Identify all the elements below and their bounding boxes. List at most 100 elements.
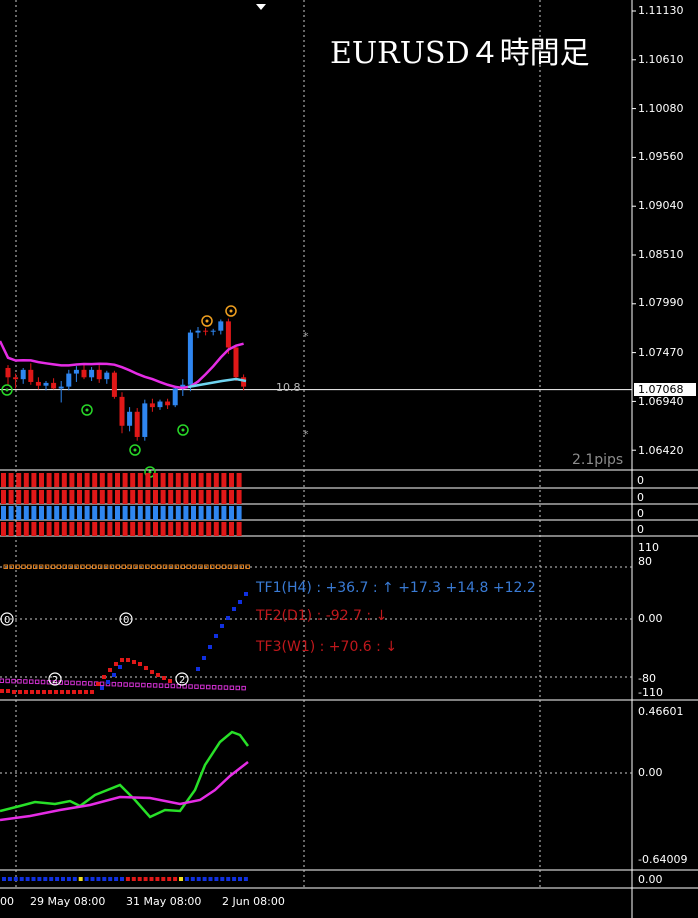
bar-cell — [168, 473, 174, 487]
bar-cell — [130, 522, 136, 536]
bar-cell — [122, 506, 128, 520]
osc-magenta-mark — [99, 681, 105, 687]
price-label: 1.08510 — [638, 248, 684, 261]
osc-magenta-mark — [11, 678, 16, 684]
signal-dot-cell — [66, 877, 71, 881]
candle-body — [203, 330, 209, 332]
bar-cell — [168, 506, 174, 520]
osc-blue-mark — [112, 673, 116, 677]
signal-dot-cell — [149, 877, 154, 881]
osc-magenta-mark — [135, 682, 140, 688]
bar-cell — [213, 522, 219, 536]
time-label: 00 — [0, 895, 14, 908]
candle-body — [96, 369, 102, 380]
bar-cell — [160, 490, 166, 504]
osc-orange-mark — [233, 564, 239, 569]
osc-number-text: 0 — [4, 615, 10, 626]
candle-body — [20, 369, 26, 380]
signal-dot-cell — [55, 877, 60, 881]
osc-magenta-mark — [29, 679, 34, 684]
osc-orange-mark — [56, 564, 62, 569]
osc-number-circle — [175, 672, 189, 686]
bar-cell — [99, 490, 105, 504]
osc-blue-mark — [220, 624, 224, 628]
signal-dot-cell — [49, 877, 54, 881]
bar-cell — [221, 473, 227, 487]
osc-magenta-mark — [123, 682, 128, 687]
bar-cell — [175, 490, 181, 504]
signal-dot-cell — [155, 877, 160, 881]
bar-cell — [137, 506, 143, 520]
signal-dot-cell — [90, 877, 95, 881]
candle-body — [104, 372, 110, 380]
bar-cell — [46, 473, 52, 487]
osc-orange-mark — [9, 564, 14, 569]
osc-magenta-mark — [217, 685, 223, 690]
macd-magenta-line — [0, 761, 249, 822]
signal-dot-cell — [120, 877, 124, 881]
bar-cell — [137, 490, 143, 504]
signal-dot-cell — [2, 877, 6, 881]
osc-magenta-mark — [141, 682, 146, 688]
signal-dot — [85, 408, 89, 412]
osc-orange-mark — [121, 564, 126, 569]
osc-magenta-mark — [194, 684, 199, 689]
bar-cell — [130, 490, 136, 504]
bar-cell — [198, 473, 204, 487]
candle-body — [225, 321, 231, 348]
osc-orange-mark — [62, 564, 67, 569]
osc-red-mark — [42, 690, 46, 694]
osc-orange-mark — [215, 564, 221, 569]
bar-cell — [16, 473, 22, 487]
osc-number-text: 2 — [52, 675, 58, 686]
candle-body — [66, 373, 72, 387]
bar-cell — [8, 473, 14, 487]
candle-body — [51, 382, 57, 389]
osc-orange-mark — [245, 564, 250, 569]
bar-cell — [61, 473, 67, 487]
candle-body — [180, 384, 186, 389]
current-price-badge: 1.07068 — [634, 383, 696, 396]
signal-dot-cell — [114, 877, 119, 881]
osc-label: 0.00 — [638, 612, 663, 625]
bar-cell — [145, 473, 151, 487]
bar-cell — [1, 522, 6, 536]
bar-cell — [175, 506, 181, 520]
candle-body — [13, 377, 19, 380]
bar-cell — [122, 490, 128, 504]
bar-value: 0 — [637, 491, 644, 504]
osc-magenta-mark — [76, 680, 81, 686]
osc-red-mark — [162, 676, 166, 680]
osc-orange-mark — [221, 564, 227, 569]
osc-red-mark — [120, 658, 124, 662]
bar-cell — [229, 522, 234, 536]
signal-dot-cell — [202, 877, 207, 881]
osc-blue-mark — [226, 616, 230, 620]
bar-cell — [61, 506, 67, 520]
osc-orange-mark — [133, 564, 138, 569]
osc-magenta-mark — [64, 680, 69, 685]
bar-cell — [99, 473, 105, 487]
candle-body — [218, 321, 224, 331]
bar-cell — [153, 522, 158, 536]
bar-cell — [54, 522, 60, 536]
signal-dot — [5, 388, 9, 392]
scroll-marker — [256, 4, 266, 10]
bar-cell — [31, 490, 37, 504]
bar-cell — [54, 473, 60, 487]
osc-orange-mark — [227, 564, 233, 569]
osc-orange-mark — [80, 564, 85, 569]
osc-magenta-mark — [23, 679, 28, 684]
signal-dot-cell — [232, 877, 237, 881]
bar-cell — [137, 473, 143, 487]
candle-body — [35, 381, 41, 386]
price-label: 1.06420 — [638, 444, 684, 457]
bar-cell — [1, 506, 6, 520]
bar-cell — [1, 490, 6, 504]
osc-orange-mark — [115, 564, 121, 569]
candle-body — [149, 403, 155, 408]
bar-cell — [31, 473, 37, 487]
signal-dot-cell — [226, 877, 231, 881]
osc-blue-mark — [100, 686, 104, 690]
bar-cell — [23, 522, 29, 536]
